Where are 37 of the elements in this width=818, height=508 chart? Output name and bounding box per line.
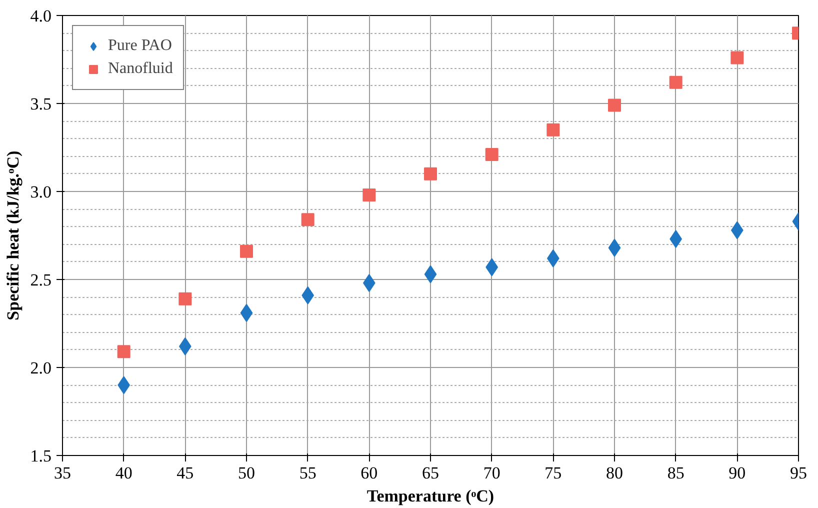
point — [608, 238, 621, 257]
point — [546, 123, 560, 136]
x-tick-label: 90 — [728, 464, 746, 482]
x-tick-label: 35 — [54, 464, 71, 482]
point — [301, 213, 314, 226]
point — [362, 188, 376, 202]
y-tick-label: 4.0 — [30, 6, 52, 26]
point — [608, 98, 621, 112]
y-tick-label: 2.0 — [30, 358, 52, 378]
y-tick-label: 2.5 — [30, 270, 52, 290]
y-axis-title: Specific heat (kJ/kg.ᵒC) — [3, 150, 22, 320]
point — [178, 292, 192, 306]
y-tick-label: 3.0 — [30, 182, 52, 202]
x-tick-label: 40 — [115, 464, 132, 482]
x-tick-label: 70 — [483, 464, 500, 482]
x-tick-label: 95 — [790, 464, 807, 482]
x-tick-label: 60 — [360, 464, 378, 482]
legend-label: Pure PAO — [108, 37, 172, 55]
x-tick-label: 50 — [238, 464, 255, 482]
y-tick-label: 1.5 — [30, 446, 52, 466]
point — [240, 304, 253, 322]
x-tick-label: 45 — [176, 464, 194, 482]
y-tick-label: 3.5 — [30, 94, 52, 114]
x-tick-label: 80 — [606, 464, 623, 482]
x-tick-label: 55 — [299, 464, 316, 482]
point — [424, 265, 437, 284]
point — [117, 345, 130, 358]
x-tick-label: 75 — [544, 464, 562, 482]
legend-label: Nanofluid — [108, 60, 173, 78]
point — [424, 167, 437, 180]
point — [485, 148, 498, 162]
point — [730, 51, 744, 64]
x-axis-title: Temperature (ᵒC) — [366, 486, 494, 506]
point — [240, 244, 253, 258]
x-tick-label: 65 — [422, 464, 439, 482]
x-tick-label: 85 — [667, 464, 684, 482]
point — [669, 76, 682, 89]
